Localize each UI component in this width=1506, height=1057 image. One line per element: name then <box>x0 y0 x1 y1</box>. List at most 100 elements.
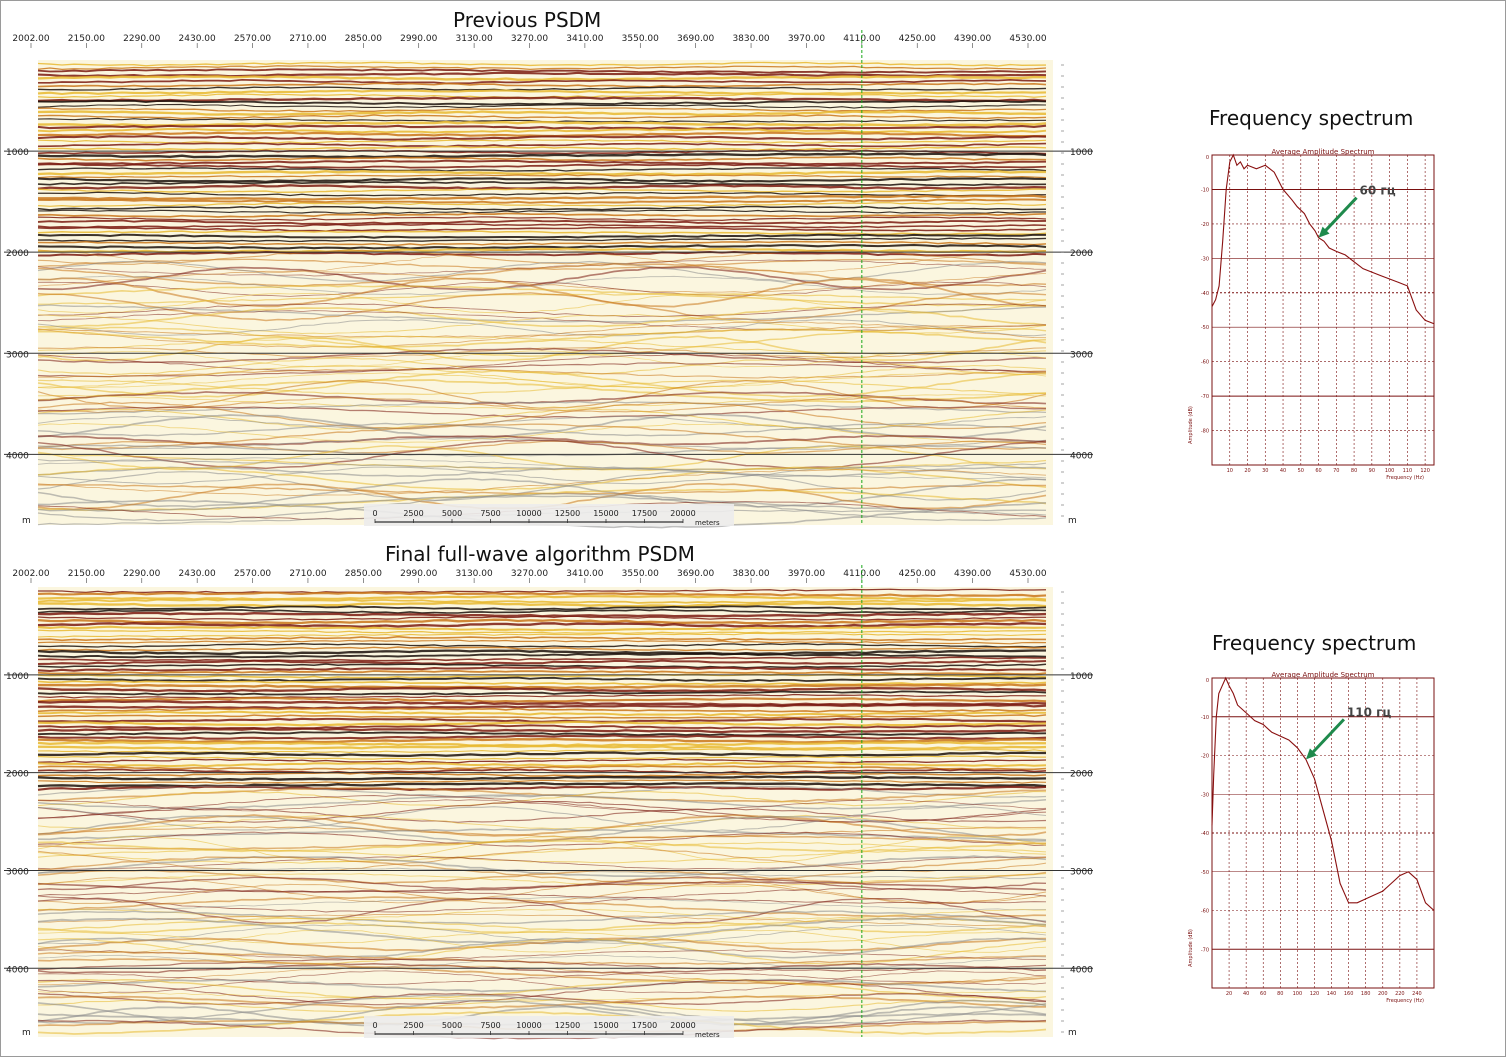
reflector-line <box>37 439 1047 470</box>
reflector-line <box>37 391 1047 405</box>
depth-label-right: 4000 <box>1070 451 1093 461</box>
x-tick-label: 2002.00 <box>12 569 49 579</box>
reflector-line <box>37 240 1047 246</box>
reflector-line <box>37 170 1046 176</box>
reflector-line <box>37 177 1047 183</box>
reflector-line <box>38 394 1047 410</box>
spectrum-inner-title: Average Amplitude Spectrum <box>1272 671 1375 679</box>
depth-label-right: 3000 <box>1070 350 1093 360</box>
reflector-line <box>37 458 1047 471</box>
spectrum-x-tick: 10 <box>1227 468 1233 474</box>
spectrum-x-tick: 80 <box>1277 991 1283 997</box>
scale-bar-label: 15000 <box>593 1021 618 1030</box>
reflector-line <box>37 139 1047 144</box>
x-tick-label: 3550.00 <box>622 569 659 579</box>
reflector-line <box>37 248 1047 273</box>
scale-bar-label: 0 <box>372 1021 377 1030</box>
reflector-line <box>37 372 1047 389</box>
depth-label-left: 4000 <box>6 451 29 461</box>
seismic-section-final-svg: 2002.00 2150.00 2290.00 2430.00 2570.00 2710.… <box>4 565 1093 1040</box>
reflector-line <box>37 779 1047 784</box>
reflector-line <box>37 335 1047 362</box>
reflector-line <box>37 994 1047 1025</box>
reflector-line <box>37 114 1047 120</box>
reflector-line <box>37 856 1047 884</box>
x-tick-label: 3410.00 <box>566 569 603 579</box>
spectrum-y-tick: -60 <box>1201 909 1209 915</box>
reflector-line <box>37 89 1047 96</box>
spectrum-y-tick: -30 <box>1201 256 1209 262</box>
reflector-line <box>37 457 1047 480</box>
scale-bar-label: 7500 <box>480 509 500 518</box>
reflector-line <box>37 652 1047 659</box>
spectrum-y-tick: -10 <box>1201 715 1209 721</box>
spectrum-y-tick: -80 <box>1201 429 1209 435</box>
reflector-line <box>37 86 1047 91</box>
scale-bar-label: 17500 <box>632 1021 657 1030</box>
reflector-line <box>37 873 1047 888</box>
reflector-line <box>37 880 1047 893</box>
reflector-line <box>38 191 1046 197</box>
x-tick-label: 4110.00 <box>843 34 880 44</box>
reflector-line <box>37 954 1047 969</box>
reflector-line <box>37 82 1047 88</box>
reflector-line <box>37 275 1047 296</box>
reflector-line <box>37 720 1047 727</box>
annotation-arrow-head <box>1318 226 1330 238</box>
depth-label-right: 3000 <box>1070 867 1093 877</box>
spectrum-chart-1-svg: Average Amplitude Spectrum -10 -20 -30 -40 -5… <box>1188 148 1435 481</box>
reflector-line <box>37 260 1047 282</box>
reflector-line <box>37 686 1047 693</box>
reflector-line <box>37 646 1047 652</box>
reflector-line <box>37 495 1047 512</box>
scale-bar-label: 15000 <box>593 509 618 518</box>
reflector-layer <box>37 588 1047 1040</box>
reflector-line <box>38 194 1047 201</box>
spectrum-y-tick: -60 <box>1201 360 1209 366</box>
spectrum-x-tick: 70 <box>1333 468 1339 474</box>
reflector-line <box>37 188 1047 194</box>
spectrum-y-tick: -70 <box>1201 947 1209 953</box>
reflector-line <box>37 347 1047 364</box>
reflector-line <box>37 615 1046 621</box>
reflector-line <box>37 826 1047 839</box>
depth-label-left: 3000 <box>6 350 29 360</box>
reflector-line <box>37 768 1047 774</box>
x-tick-label: 2570.00 <box>234 569 271 579</box>
reflector-line <box>37 99 1047 106</box>
spectrum-y-tick: -20 <box>1201 754 1209 760</box>
reflector-line <box>37 727 1047 734</box>
spectrum-curve <box>1211 153 1435 325</box>
x-tick-label: 2850.00 <box>345 569 382 579</box>
seismic-section-previous-svg: 2002.00 2150.00 2290.00 2430.00 2570.00 2710.… <box>4 30 1093 529</box>
depth-label-right: 2000 <box>1070 249 1093 259</box>
depth-unit-left: m <box>22 516 31 526</box>
reflector-line <box>37 71 1047 78</box>
scale-bar-label: 20000 <box>670 509 695 518</box>
x-tick-label: 3130.00 <box>456 569 493 579</box>
reflector-line <box>37 890 1047 904</box>
reflector-line <box>37 1019 1047 1040</box>
x-tick-label: 4530.00 <box>1009 569 1046 579</box>
reflector-line <box>37 212 1047 218</box>
reflector-line <box>37 353 1047 372</box>
reflector-line <box>37 415 1047 430</box>
reflector-line <box>37 751 1046 758</box>
spectrum-panel-1: Average Amplitude Spectrum -10 -20 -30 -40 -5… <box>1180 145 1460 505</box>
reflector-line <box>37 855 1047 878</box>
reflector-line <box>37 591 1047 598</box>
reflector-line <box>37 223 1047 229</box>
reflector-line <box>37 466 1047 491</box>
reflector-line <box>38 145 1047 151</box>
reflector-line <box>37 670 1047 676</box>
spectrum-x-tick: 90 <box>1369 468 1375 474</box>
reflector-line <box>38 710 1047 717</box>
reflector-line <box>37 96 1047 103</box>
x-tick-label: 4530.00 <box>1009 34 1046 44</box>
reflector-line <box>37 629 1046 635</box>
reflector-line <box>37 643 1047 648</box>
reflector-line <box>37 306 1047 328</box>
reflector-line <box>37 808 1047 823</box>
x-tick-label: 4110.00 <box>843 569 880 579</box>
scale-bar-label: 20000 <box>670 1021 695 1030</box>
